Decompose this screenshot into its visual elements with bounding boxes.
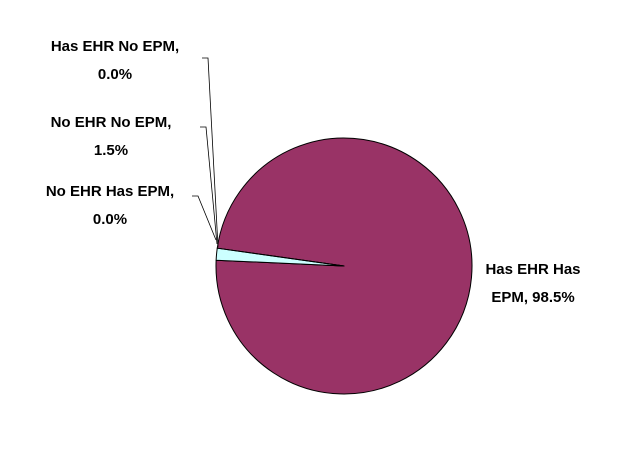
data-label-has-ehr-has-epm: Has EHR Has EPM, 98.5% bbox=[485, 261, 580, 306]
pie-slice-has-ehr-no-epm bbox=[217, 247, 345, 267]
data-label-no-ehr-has-epm: No EHR Has EPM, 0.0% bbox=[46, 183, 174, 228]
data-labels: Has EHR Has EPM, 98.5% No EHR Has EPM, 0.0%… bbox=[46, 38, 581, 306]
leader-line-no-ehr-no-epm bbox=[200, 126, 218, 245]
leader-line-has-ehr-no-epm bbox=[202, 57, 219, 248]
leader-lines bbox=[192, 57, 219, 248]
data-label-has-ehr-no-epm: Has EHR No EPM, 0.0% bbox=[51, 38, 179, 83]
leader-line-no-ehr-has-epm bbox=[192, 195, 217, 241]
pie-slices bbox=[215, 137, 473, 395]
data-label-no-ehr-no-epm: No EHR No EPM, 1.5% bbox=[51, 114, 172, 159]
